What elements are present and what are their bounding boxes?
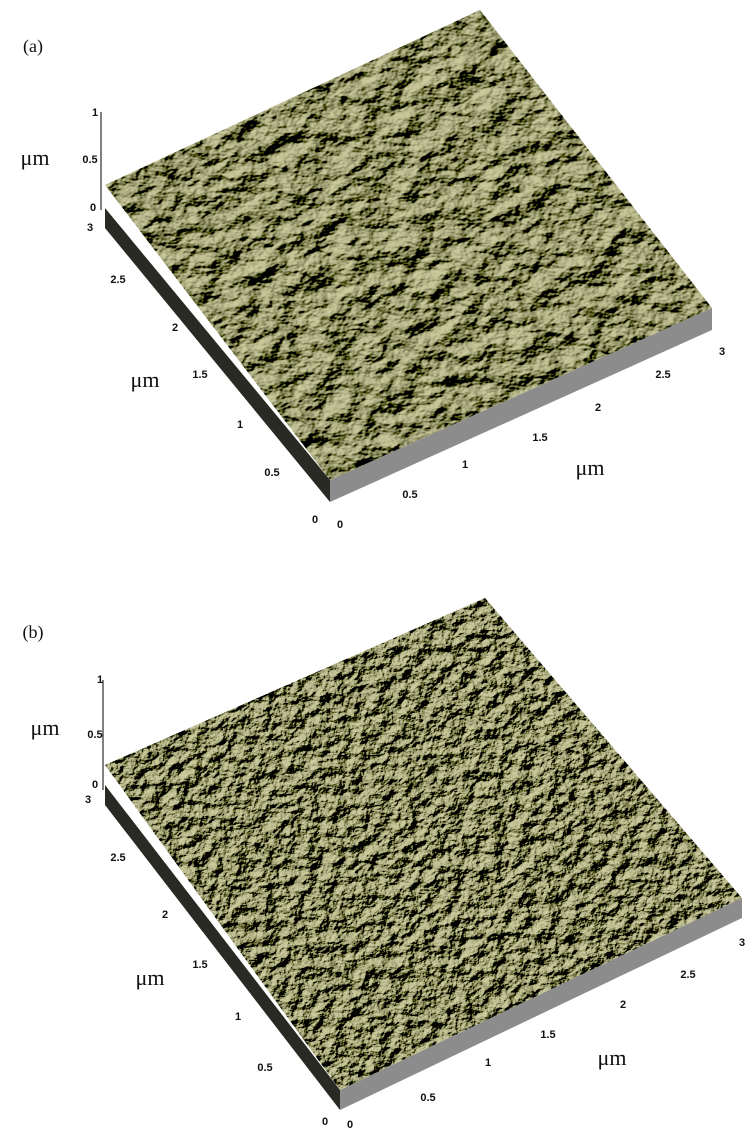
- x-tick-label: 3: [719, 346, 725, 358]
- y-tick-label: 2: [172, 322, 178, 334]
- x-tick-label: 2: [620, 999, 626, 1011]
- z-tick-label: 0.5: [82, 154, 97, 166]
- figure: (a)μmμmμm00.5100.511.522.5300.511.522.53…: [0, 0, 749, 1131]
- x-tick-label: 3: [739, 937, 745, 949]
- y-axis-unit: μm: [131, 367, 160, 392]
- x-tick-label: 0.5: [402, 489, 417, 501]
- x-axis-unit: μm: [576, 455, 605, 480]
- y-tick-label: 1.5: [192, 959, 207, 971]
- x-axis-unit: μm: [598, 1045, 627, 1070]
- y-tick-label: 0: [322, 1116, 328, 1128]
- z-axis-unit: μm: [21, 145, 50, 170]
- x-tick-label: 2: [595, 402, 601, 414]
- y-tick-label: 3: [85, 794, 91, 806]
- y-tick-label: 0.5: [264, 467, 279, 479]
- x-tick-label: 1.5: [532, 432, 547, 444]
- y-tick-label: 1: [235, 1011, 241, 1023]
- x-tick-label: 0: [347, 1119, 353, 1131]
- x-tick-label: 0: [337, 519, 343, 531]
- y-axis-unit: μm: [136, 965, 165, 990]
- y-tick-label: 2.5: [110, 274, 125, 286]
- panel-label: (a): [23, 36, 43, 57]
- z-tick-label: 0: [92, 779, 98, 791]
- z-tick-label: 1: [92, 107, 98, 119]
- x-tick-label: 1.5: [540, 1029, 555, 1041]
- x-tick-label: 2.5: [680, 969, 695, 981]
- surface-b: [100, 595, 745, 1110]
- y-tick-label: 0: [312, 514, 318, 526]
- y-tick-label: 1.5: [192, 369, 207, 381]
- surface-a: [100, 5, 715, 502]
- x-tick-label: 1: [462, 459, 468, 471]
- x-tick-label: 2.5: [655, 369, 670, 381]
- y-tick-label: 3: [87, 222, 93, 234]
- x-tick-label: 0.5: [420, 1092, 435, 1104]
- y-tick-label: 0.5: [257, 1062, 272, 1074]
- x-tick-label: 1: [485, 1057, 491, 1069]
- y-tick-label: 2: [162, 909, 168, 921]
- panel-label: (b): [23, 622, 44, 643]
- y-tick-label: 2.5: [110, 852, 125, 864]
- y-tick-label: 1: [237, 419, 243, 431]
- z-tick-label: 0.5: [87, 729, 102, 741]
- z-axis-unit: μm: [31, 715, 60, 740]
- z-tick-label: 0: [90, 202, 96, 214]
- z-tick-label: 1: [97, 674, 103, 686]
